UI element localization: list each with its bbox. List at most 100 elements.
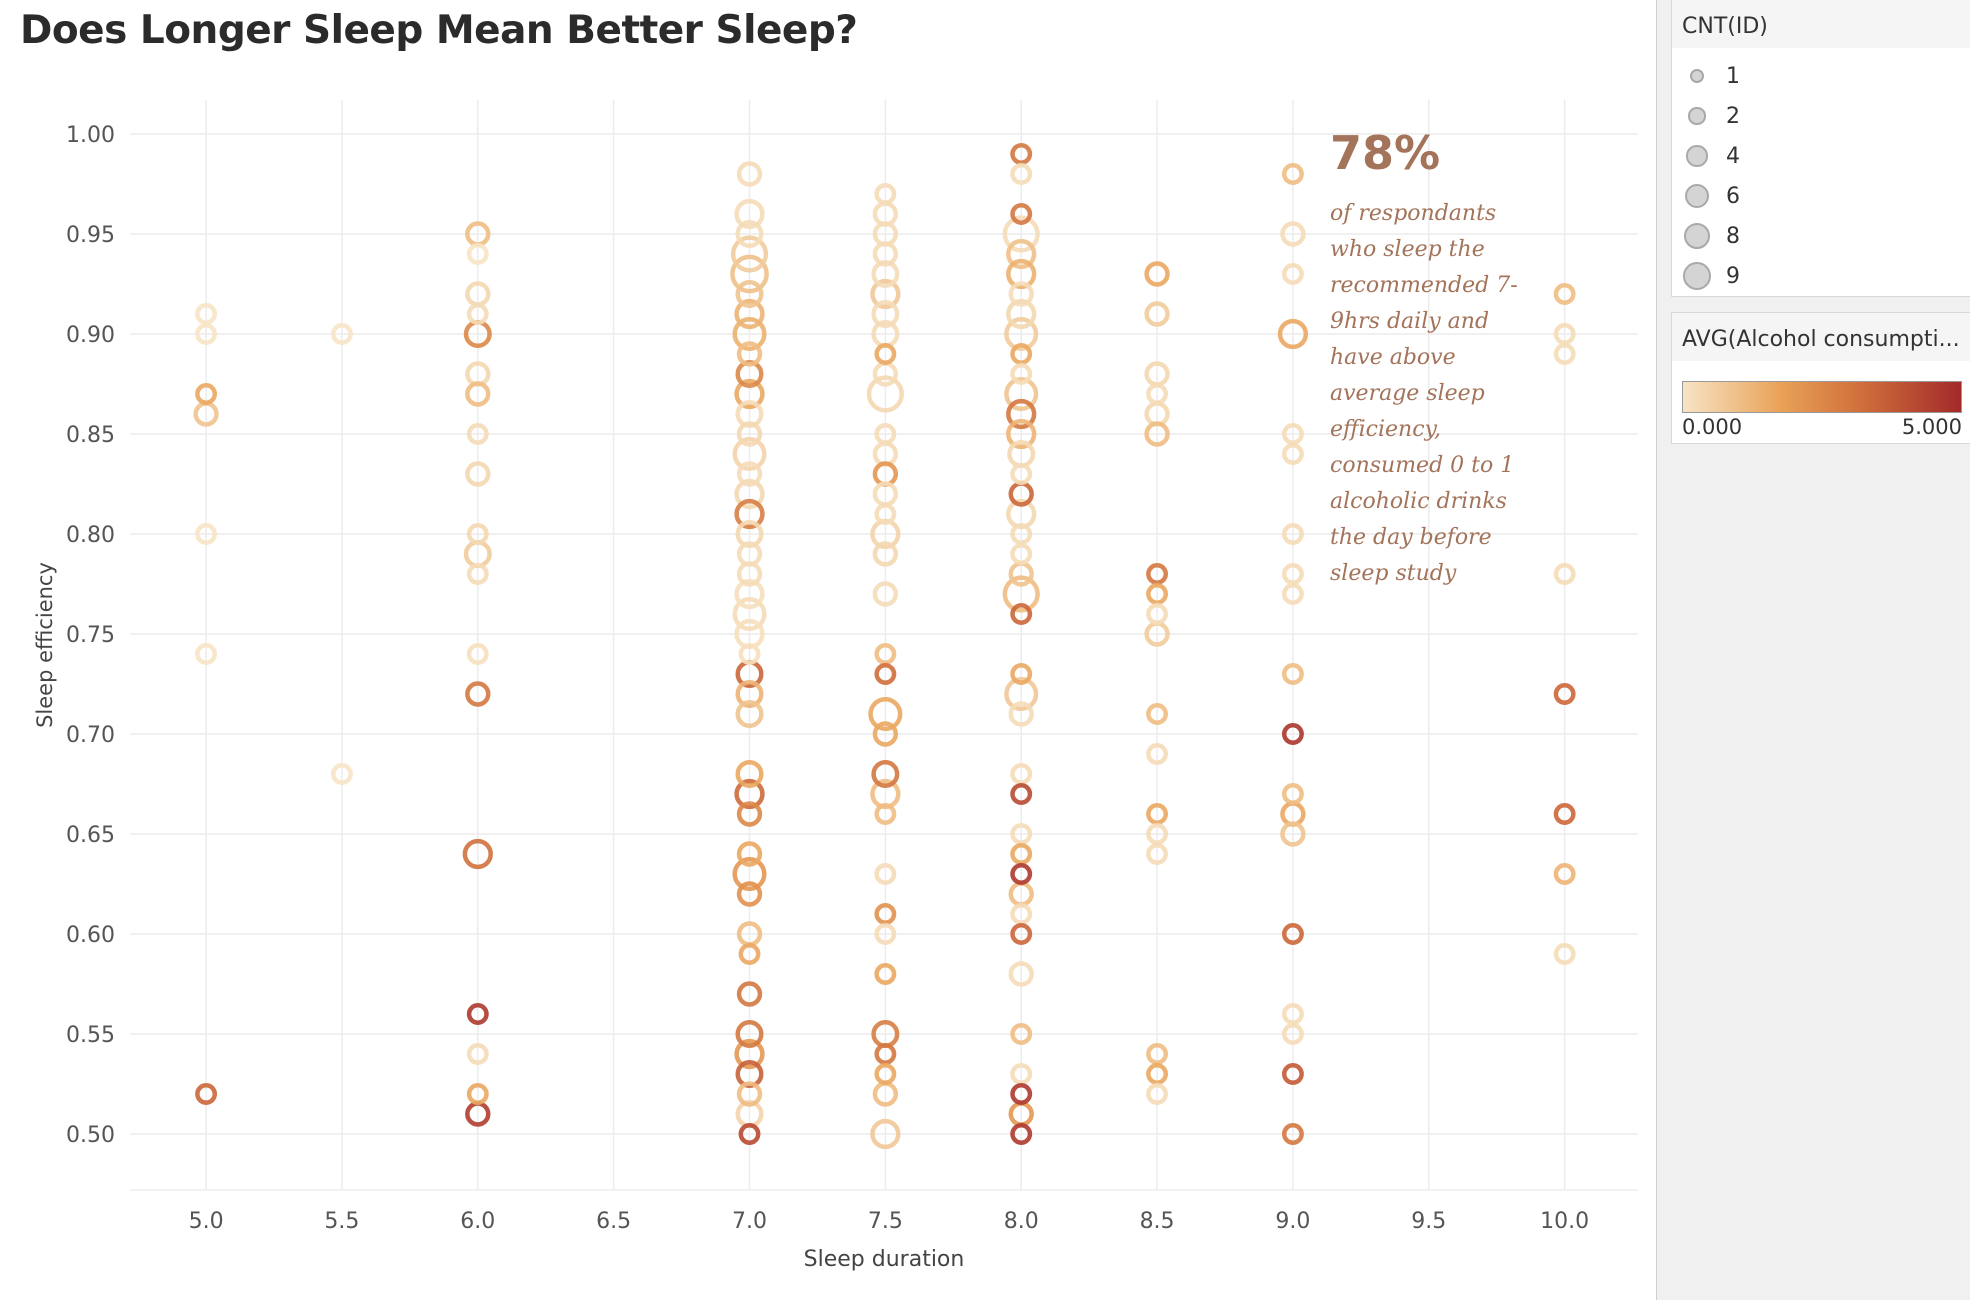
data-point — [466, 643, 489, 665]
data-point — [874, 663, 897, 685]
data-point — [870, 1118, 901, 1150]
data-point — [734, 478, 765, 510]
size-legend-dot — [1688, 107, 1706, 125]
data-point — [734, 778, 765, 810]
annotation-percent: 78% — [1330, 126, 1441, 180]
data-point — [1010, 763, 1033, 785]
data-point — [330, 763, 353, 785]
data-point — [466, 243, 489, 265]
size-legend-label: 8 — [1726, 223, 1740, 249]
data-point — [1006, 258, 1037, 290]
data-point — [1010, 1083, 1033, 1105]
data-point — [1146, 803, 1169, 825]
x-tick-label: 6.0 — [460, 1209, 495, 1234]
data-point — [732, 316, 767, 352]
data-point — [1146, 743, 1169, 765]
size-legend[interactable]: CNT(ID) 1 2 4 6 8 9 — [1671, 0, 1970, 297]
data-point — [1146, 383, 1169, 405]
data-point — [1146, 1063, 1169, 1085]
y-tick-label: 0.80 — [66, 523, 115, 548]
size-legend-item: 2 — [1672, 96, 1740, 136]
data-point — [874, 903, 897, 925]
data-point — [730, 235, 769, 273]
data-point — [465, 681, 491, 707]
data-point — [1010, 523, 1033, 545]
data-point — [735, 1019, 764, 1049]
data-point — [1010, 923, 1033, 945]
data-point — [1006, 238, 1037, 270]
data-point — [465, 381, 491, 407]
data-point — [1146, 823, 1169, 845]
data-point — [195, 323, 218, 345]
data-point — [1010, 863, 1033, 885]
data-point — [874, 643, 897, 665]
size-legend-item: 1 — [1672, 56, 1740, 96]
data-point — [1553, 323, 1576, 345]
data-point — [466, 303, 489, 325]
data-point — [1281, 1003, 1304, 1025]
data-point — [736, 561, 763, 587]
data-point — [732, 856, 767, 892]
size-legend-label: 1 — [1726, 63, 1740, 89]
x-tick-label: 8.0 — [1004, 1209, 1039, 1234]
data-point — [1010, 343, 1033, 365]
data-point — [1553, 863, 1576, 885]
data-point — [1553, 683, 1576, 705]
data-point — [1010, 203, 1033, 225]
data-point — [872, 541, 899, 567]
data-point — [1281, 1123, 1304, 1145]
data-point — [1010, 783, 1033, 805]
y-tick-label: 0.75 — [66, 623, 115, 648]
data-point — [1280, 221, 1306, 247]
data-point — [1010, 843, 1033, 865]
data-point — [738, 1123, 761, 1145]
data-point — [1281, 923, 1304, 945]
data-point — [195, 1083, 218, 1105]
data-point — [868, 696, 903, 732]
data-point — [872, 721, 899, 747]
x-tick-label: 5.5 — [324, 1209, 359, 1234]
size-legend-dot — [1686, 145, 1708, 167]
data-point — [1010, 1023, 1033, 1045]
data-point — [1144, 301, 1170, 327]
data-point — [1553, 343, 1576, 365]
y-tick-label: 1.00 — [66, 123, 115, 148]
data-point — [866, 375, 904, 413]
data-point — [872, 241, 899, 267]
size-legend-dot — [1683, 262, 1711, 290]
data-point — [1553, 943, 1576, 965]
data-point — [1146, 1083, 1169, 1105]
color-legend-title: AVG(Alcohol consumpti... — [1672, 313, 1970, 361]
x-axis-title: Sleep duration — [804, 1247, 965, 1272]
data-point — [1281, 1023, 1304, 1045]
data-point — [732, 596, 767, 632]
data-point — [736, 341, 763, 367]
x-tick-label: 10.0 — [1540, 1209, 1589, 1234]
data-point — [1010, 903, 1033, 925]
data-point — [871, 759, 900, 789]
data-point — [874, 803, 897, 825]
data-point — [1281, 783, 1304, 805]
data-point — [1002, 575, 1040, 613]
color-legend[interactable]: AVG(Alcohol consumpti... 0.000 5.000 — [1671, 312, 1970, 444]
scatter-chart[interactable]: 5.0 5.5 6.0 6.5 7.0 7.5 8.0 8.5 9.0 9.5 10.0 0.50 0.… — [0, 0, 1650, 1300]
data-point — [1281, 563, 1304, 585]
data-point — [465, 461, 491, 487]
data-point — [1144, 261, 1170, 287]
y-tick-label: 0.90 — [66, 323, 115, 348]
color-ramp-max: 5.000 — [1901, 415, 1962, 439]
data-point — [738, 643, 761, 665]
data-point — [736, 461, 763, 487]
data-point — [1004, 676, 1039, 712]
data-point — [1004, 376, 1039, 412]
data-point — [871, 299, 900, 329]
size-legend-item: 4 — [1672, 136, 1740, 176]
data-point — [195, 523, 218, 545]
size-legend-title: CNT(ID) — [1672, 0, 1970, 48]
data-point — [874, 923, 897, 945]
x-tick-label: 9.5 — [1411, 1209, 1446, 1234]
data-point — [1010, 363, 1033, 385]
color-ramp-min: 0.000 — [1682, 415, 1743, 439]
data-point — [1277, 318, 1309, 350]
data-point — [874, 343, 897, 365]
